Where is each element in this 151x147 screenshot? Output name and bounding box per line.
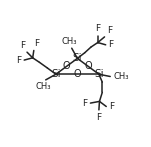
Text: Si: Si xyxy=(94,69,104,79)
Text: F: F xyxy=(109,40,114,49)
Text: CH₃: CH₃ xyxy=(61,37,77,46)
Text: F: F xyxy=(96,113,101,122)
Text: F: F xyxy=(95,24,100,33)
Text: Si: Si xyxy=(73,53,82,63)
Text: F: F xyxy=(109,102,114,111)
Text: CH₃: CH₃ xyxy=(35,82,51,91)
Text: Si: Si xyxy=(51,69,61,79)
Text: F: F xyxy=(107,26,112,35)
Text: F: F xyxy=(16,56,21,65)
Text: O: O xyxy=(84,61,92,71)
Text: F: F xyxy=(82,99,88,108)
Text: O: O xyxy=(63,61,71,71)
Text: F: F xyxy=(21,41,26,50)
Text: CH₃: CH₃ xyxy=(114,72,129,81)
Text: F: F xyxy=(34,39,40,48)
Text: O: O xyxy=(74,69,81,79)
